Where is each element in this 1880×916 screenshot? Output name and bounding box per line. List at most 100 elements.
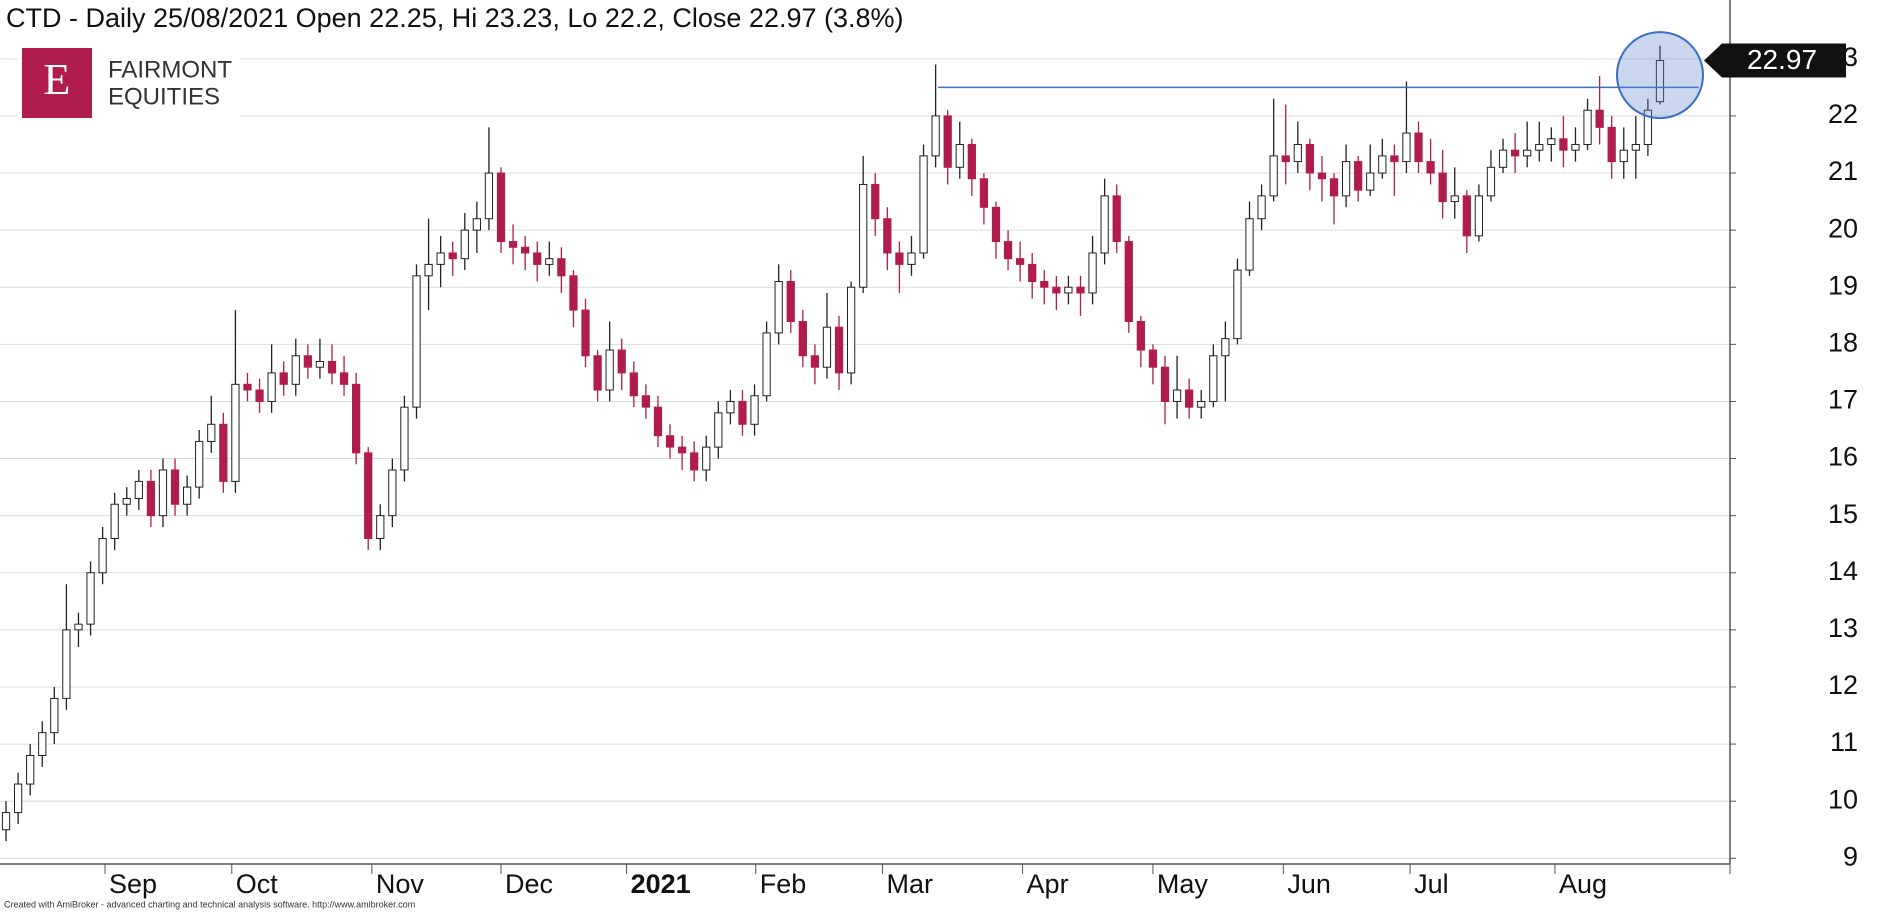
- candle-body: [436, 252, 445, 265]
- candle-body: [653, 406, 663, 437]
- candle-body: [508, 241, 518, 248]
- y-tick-label: 18: [1828, 327, 1858, 357]
- candle-body: [1450, 195, 1459, 203]
- candle-body: [195, 440, 204, 488]
- candle-body: [1100, 195, 1109, 254]
- candle-body: [400, 406, 409, 471]
- candle-body: [738, 400, 747, 425]
- y-tick-label: 16: [1828, 442, 1858, 472]
- candle-body: [545, 258, 554, 265]
- candle-body: [846, 286, 856, 374]
- candle-body: [774, 281, 783, 334]
- candle-body: [834, 326, 844, 374]
- y-tick-label: 19: [1828, 270, 1858, 300]
- candle-body: [183, 486, 192, 505]
- candle-body: [1583, 109, 1592, 145]
- candle-body: [1414, 132, 1423, 163]
- candle-body: [907, 252, 916, 265]
- candle-body: [702, 446, 711, 471]
- candle-body: [617, 349, 626, 374]
- y-tick-label: 21: [1828, 156, 1858, 186]
- candle-body: [1341, 161, 1351, 197]
- candle-body: [1016, 258, 1025, 265]
- candle-body: [1595, 109, 1604, 128]
- candle-body: [327, 360, 337, 374]
- candle-body: [110, 503, 119, 540]
- candle-body: [690, 452, 699, 471]
- price-tag: [1704, 43, 1846, 78]
- candle-body: [1281, 155, 1290, 163]
- candle-body: [1076, 286, 1085, 294]
- candle-body: [376, 515, 385, 540]
- candle-body: [1185, 389, 1194, 408]
- candle-body: [1354, 161, 1363, 191]
- candle-body: [122, 498, 131, 505]
- candle-body: [1221, 338, 1230, 357]
- candle-body: [1523, 149, 1532, 157]
- y-tick-label: 9: [1843, 841, 1858, 871]
- candle-body: [1052, 286, 1061, 294]
- candle-body: [1619, 149, 1628, 163]
- y-tick-label: 20: [1828, 213, 1858, 243]
- x-tick-label: Dec: [505, 869, 553, 899]
- candle-body: [98, 538, 107, 574]
- candle-body: [1136, 321, 1145, 351]
- candle-body: [979, 178, 989, 208]
- candle-body: [146, 480, 156, 517]
- candle-body: [1366, 172, 1375, 191]
- candle-body: [496, 172, 506, 243]
- footer: Created with AmiBroker - advanced charti…: [4, 899, 415, 909]
- x-tick-label: Apr: [1027, 869, 1069, 899]
- y-tick-label: 13: [1828, 613, 1858, 643]
- candle-body: [1486, 166, 1496, 197]
- candle-body: [255, 389, 264, 402]
- candle-body: [74, 623, 83, 631]
- x-tick-label: Sep: [109, 869, 157, 899]
- candle-body: [1607, 126, 1616, 163]
- candle-body: [448, 252, 457, 260]
- candle-body: [1559, 138, 1568, 151]
- candle-body: [267, 372, 276, 402]
- candle-body: [895, 252, 904, 265]
- candle-body: [1245, 218, 1254, 271]
- candle-body: [1631, 143, 1640, 151]
- candle-body: [1655, 60, 1665, 103]
- candle-body: [798, 321, 807, 357]
- x-tick-label: May: [1157, 869, 1209, 899]
- x-tick-label: Mar: [887, 869, 934, 899]
- price-tag-label: 22.97: [1747, 44, 1817, 75]
- candle-body: [1088, 252, 1097, 294]
- candle-body: [605, 349, 614, 391]
- candle-body: [1293, 143, 1302, 163]
- candle-body: [967, 143, 976, 180]
- candle-body: [1064, 286, 1073, 294]
- candle-body: [1438, 172, 1447, 203]
- candle-body: [931, 115, 940, 157]
- candle-body: [871, 183, 880, 220]
- logo-box: [22, 48, 92, 118]
- candle-body: [219, 423, 228, 482]
- candle-body: [677, 446, 687, 454]
- candle-body: [315, 360, 325, 368]
- candle-body: [243, 383, 252, 391]
- x-tick-label: Jun: [1287, 869, 1331, 899]
- candle-body: [364, 452, 373, 540]
- candle-body: [1571, 143, 1580, 151]
- candle-body: [484, 172, 494, 220]
- candle-body: [1, 812, 11, 831]
- candle-body: [1317, 172, 1327, 180]
- candle-body: [1329, 178, 1339, 197]
- y-tick-label: 14: [1828, 556, 1858, 586]
- x-tick-label: Oct: [236, 869, 279, 899]
- x-tick-label: Nov: [376, 869, 425, 899]
- candle-body: [412, 275, 421, 408]
- candle-body: [279, 372, 288, 385]
- x-tick-label: Feb: [760, 869, 807, 899]
- candle-body: [1462, 195, 1471, 237]
- candle-body: [1003, 241, 1013, 260]
- x-tick-label: 2021: [631, 869, 691, 899]
- candle-body: [50, 697, 59, 734]
- candle-body: [1474, 195, 1484, 237]
